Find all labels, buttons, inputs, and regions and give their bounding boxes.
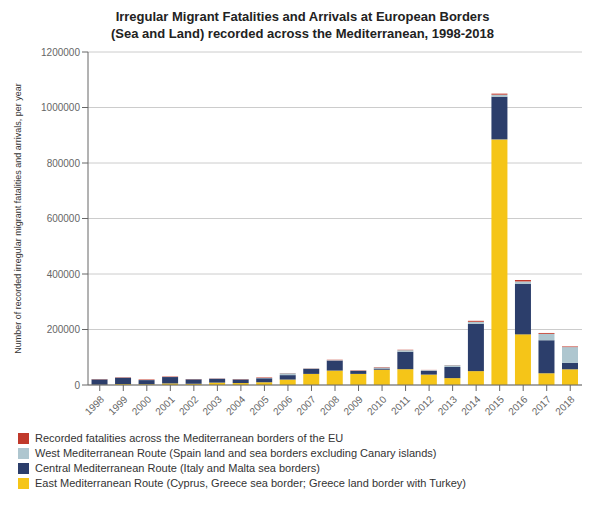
svg-text:2006: 2006	[271, 393, 295, 417]
svg-text:2000: 2000	[130, 393, 154, 417]
svg-text:2002: 2002	[177, 393, 201, 417]
svg-text:200000: 200000	[47, 324, 81, 335]
svg-text:2003: 2003	[200, 393, 224, 417]
html-text:West Mediterranean Route (Spai: West Mediterranean Route (Spain land and…	[35, 447, 437, 459]
svg-text:800000: 800000	[47, 158, 81, 169]
svg-text:2018: 2018	[553, 393, 577, 417]
svg-text:2010: 2010	[365, 393, 389, 417]
html-text:Central Mediterranean Route (I: Central Mediterranean Route (Italy and M…	[35, 462, 320, 474]
html-text:East Mediterranean Route (Cypr: East Mediterranean Route (Cyprus, Greece…	[35, 477, 466, 489]
svg-text:2011: 2011	[389, 393, 412, 416]
html-text:Recorded fatalities across the: Recorded fatalities across the Mediterra…	[35, 432, 344, 444]
svg-text:1200000: 1200000	[41, 47, 80, 58]
svg-text:2015: 2015	[483, 393, 507, 417]
html-text:Irregular Migrant Fatalities a: Irregular Migrant Fatalities and Arrival…	[115, 9, 490, 24]
svg-text:2013: 2013	[436, 393, 460, 417]
svg-text:2017: 2017	[530, 393, 554, 417]
svg-text:0: 0	[74, 380, 80, 391]
svg-text:2005: 2005	[247, 393, 271, 417]
svg-text:2016: 2016	[506, 393, 530, 417]
svg-text:2012: 2012	[412, 393, 436, 417]
svg-text:Number of recorded irregular m: Number of recorded irregular migrant fat…	[13, 83, 23, 354]
svg-text:1000000: 1000000	[41, 102, 80, 113]
svg-text:1999: 1999	[106, 393, 130, 417]
svg-text:600000: 600000	[47, 213, 81, 224]
html-text:(Sea and Land) recorded across: (Sea and Land) recorded across the Medit…	[111, 26, 494, 41]
svg-text:2004: 2004	[224, 393, 248, 417]
svg-text:1998: 1998	[83, 393, 107, 417]
svg-text:2001: 2001	[153, 393, 177, 417]
svg-text:2014: 2014	[459, 393, 483, 417]
svg-text:2007: 2007	[294, 393, 318, 417]
svg-text:400000: 400000	[47, 269, 81, 280]
svg-text:2008: 2008	[318, 393, 342, 417]
svg-text:2009: 2009	[341, 393, 365, 417]
